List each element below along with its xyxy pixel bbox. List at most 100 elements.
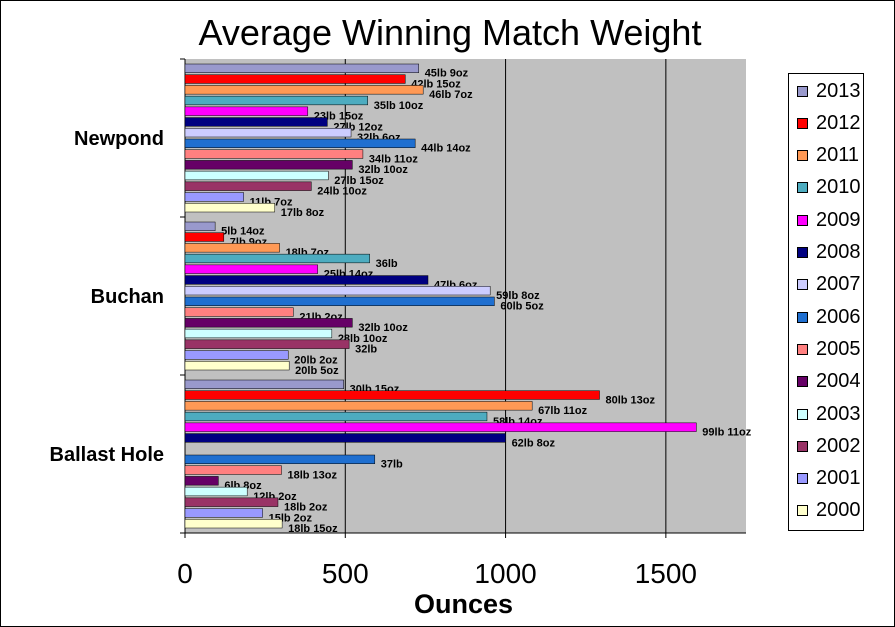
x-tick-label: 500	[322, 558, 369, 589]
x-tick-label: 0	[177, 558, 193, 589]
legend-item-2009: 2009	[797, 207, 861, 233]
bar-2000	[184, 519, 283, 529]
legend-item-2000: 2000	[797, 498, 861, 524]
bar-2005	[184, 149, 364, 159]
data-label: 99lb 11oz	[702, 427, 751, 439]
legend-swatch	[797, 311, 808, 323]
legend-label: 2001	[816, 467, 861, 490]
data-label: 45lb 9oz	[425, 68, 469, 80]
data-label: 32lb 10oz	[358, 164, 408, 176]
legend-label: 2009	[816, 208, 861, 231]
legend-swatch	[797, 85, 808, 97]
data-label: 44lb 14oz	[421, 143, 471, 155]
legend-label: 2012	[816, 111, 861, 134]
legend-item-2010: 2010	[797, 175, 861, 201]
legend-item-2005: 2005	[797, 336, 861, 362]
data-label: 80lb 13oz	[605, 394, 655, 406]
x-tick-label: 1000	[474, 558, 536, 589]
data-label: 60lb 5oz	[500, 301, 544, 313]
legend-label: 2002	[816, 434, 861, 457]
plot-area	[185, 59, 746, 533]
bar-2006	[184, 296, 495, 306]
bar-2009	[184, 264, 318, 274]
legend-item-2003: 2003	[797, 401, 861, 427]
legend-label: 2008	[816, 241, 861, 263]
legend-swatch	[797, 150, 808, 162]
bar-2009	[184, 422, 697, 432]
legend-swatch	[797, 214, 808, 226]
x-axis-title: Ounces	[413, 589, 514, 619]
legend-label: 2011	[816, 144, 860, 167]
legend-swatch	[797, 117, 808, 129]
data-label: 59lb 8oz	[496, 290, 540, 302]
bar-2008	[184, 433, 506, 443]
legend-item-2007: 2007	[797, 272, 861, 298]
bar-2011	[184, 85, 424, 95]
bar-2002	[184, 181, 312, 191]
legend-item-2004: 2004	[797, 369, 861, 395]
legend-item-2011: 2011	[797, 143, 859, 169]
legend-label: 2007	[816, 273, 861, 296]
x-tick-label: 1500	[635, 558, 697, 589]
data-label: 27lb 15oz	[334, 175, 384, 187]
legend-item-2013: 2013	[797, 78, 861, 104]
legend: 2013 2012 2011 2010 2009 2008 2007 2006 2005 2004…	[788, 73, 864, 531]
bar-2013	[184, 63, 419, 73]
bar-2006	[184, 138, 416, 148]
legend-label: 2006	[816, 305, 861, 328]
data-label: 20lb 2oz	[294, 354, 338, 366]
data-label: 62lb 8oz	[512, 437, 556, 449]
bar-2007	[184, 286, 491, 296]
data-label: 32lb	[355, 344, 377, 356]
bar-2005	[184, 465, 282, 475]
legend-swatch	[797, 182, 808, 194]
legend-item-2012: 2012	[797, 110, 861, 136]
legend-swatch	[797, 505, 808, 517]
legend-swatch	[797, 408, 808, 420]
category-label: Buchan	[91, 286, 164, 308]
bar-2003	[184, 170, 329, 181]
legend-label: 2013	[816, 79, 861, 102]
data-label: 18lb 13oz	[287, 469, 337, 481]
data-label: 32lb 10oz	[358, 322, 408, 334]
bar-2012	[184, 232, 225, 242]
legend-label: 2000	[816, 499, 861, 522]
bar-2013	[184, 379, 344, 389]
data-label: 46lb 7oz	[429, 89, 473, 101]
legend-label: 2010	[816, 176, 861, 199]
bar-2003	[184, 328, 333, 339]
bar-2004	[184, 160, 353, 170]
legend-swatch	[797, 279, 808, 291]
legend-label: 2003	[816, 402, 861, 425]
legend-swatch	[797, 343, 808, 355]
legend-item-2002: 2002	[797, 433, 861, 459]
bar-2011	[184, 401, 533, 411]
bar-2002	[184, 339, 350, 349]
bar-2004	[184, 318, 353, 328]
chart-title: Average Winning Match Weight	[198, 12, 702, 53]
bar-2012	[184, 390, 600, 400]
data-label: 18lb 15oz	[288, 523, 338, 535]
bar-2006	[184, 454, 376, 464]
bar-2008	[184, 117, 328, 127]
bar-2011	[184, 243, 280, 253]
legend-swatch	[797, 440, 808, 452]
category-label: Ballast Hole	[50, 444, 164, 466]
data-label: 42lb 15oz	[411, 78, 461, 90]
bar-2010	[184, 253, 370, 264]
bar-2001	[184, 192, 244, 202]
category-label: Newpond	[74, 128, 164, 150]
data-label: 67lb 11oz	[538, 405, 587, 417]
bar-2010	[184, 411, 488, 422]
bar-2008	[184, 275, 429, 285]
legend-item-2006: 2006	[797, 304, 861, 330]
bar-2005	[184, 307, 294, 317]
bar-2000	[184, 361, 290, 371]
data-label: 5lb 14oz	[221, 226, 265, 238]
bar-2009	[184, 106, 309, 116]
bar-2010	[184, 95, 368, 106]
bar-2013	[184, 221, 216, 231]
data-label: 37lb	[381, 459, 403, 471]
